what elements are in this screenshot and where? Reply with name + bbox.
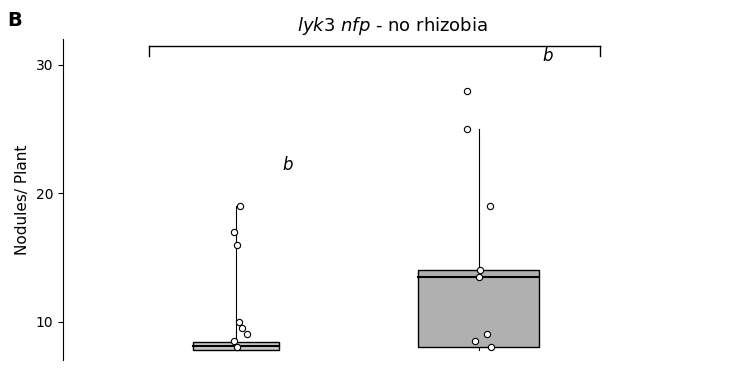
Title: $\it{lyk3\ nfp}$ - no rhizobia: $\it{lyk3\ nfp}$ - no rhizobia xyxy=(297,15,487,37)
Text: b: b xyxy=(542,47,553,65)
Bar xyxy=(418,270,539,347)
Text: b: b xyxy=(283,156,293,174)
Y-axis label: Nodules/ Plant: Nodules/ Plant xyxy=(15,144,30,255)
Text: B: B xyxy=(7,11,22,30)
Bar xyxy=(193,342,280,350)
